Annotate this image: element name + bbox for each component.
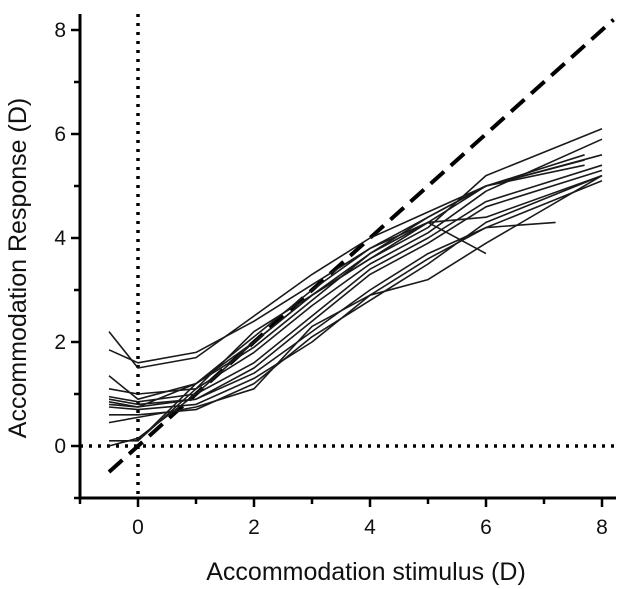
x-tick-label: 6	[480, 516, 492, 539]
series-line-4	[108, 138, 603, 395]
y-tick-label: 6	[54, 123, 66, 146]
y-tick-label: 4	[54, 227, 66, 250]
series-line-9	[108, 221, 556, 411]
x-axis-label: Accommodation stimulus (D)	[206, 558, 526, 586]
x-tick-label: 8	[596, 516, 608, 539]
tick-labels: 0 2 4 6 8 0 2 4 6 8	[54, 19, 608, 539]
series-line-8	[108, 180, 603, 408]
y-tick-label: 8	[54, 19, 66, 42]
y-tick-label: 0	[54, 435, 66, 458]
series-line-1	[108, 159, 585, 369]
y-axis-label: Accommodation Response (D)	[4, 98, 32, 438]
axes	[71, 14, 616, 507]
x-tick-label: 2	[248, 516, 260, 539]
series-line-13	[108, 154, 603, 447]
series-line-14	[137, 221, 487, 442]
series-line-2	[108, 154, 585, 364]
y-tick-label: 2	[54, 331, 66, 354]
series-line-11	[108, 174, 603, 424]
x-tick-label: 0	[132, 516, 144, 539]
series-line-10	[109, 174, 603, 416]
reference-lines	[80, 14, 616, 498]
series-lines	[108, 128, 603, 447]
ref-line-identity	[107, 18, 615, 474]
series-line-5	[108, 164, 603, 403]
series-line-7	[108, 174, 603, 408]
x-tick-label: 4	[364, 516, 376, 539]
